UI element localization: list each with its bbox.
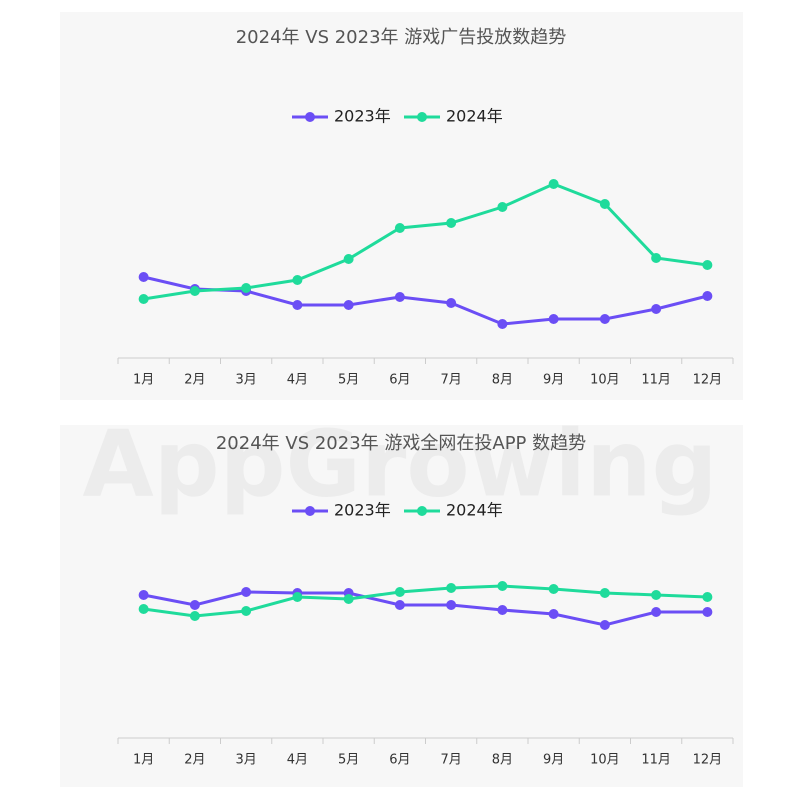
x-tick-label: 9月 — [543, 753, 564, 768]
point — [292, 300, 303, 310]
point — [446, 298, 457, 308]
point — [189, 286, 200, 296]
legend-label: 2024年 — [446, 107, 503, 126]
point — [189, 600, 200, 610]
point — [497, 581, 508, 591]
point — [651, 590, 662, 600]
x-tick-label: 11月 — [641, 373, 671, 388]
x-tick-label: 1月 — [133, 373, 154, 388]
legend-marker — [417, 112, 427, 122]
point — [599, 620, 610, 630]
x-tick-label: 2月 — [184, 373, 205, 388]
point — [702, 607, 713, 617]
legend-label: 2024年 — [446, 501, 503, 520]
series-line — [143, 584, 708, 618]
point — [241, 283, 252, 293]
point — [702, 291, 713, 301]
series-line — [143, 590, 708, 627]
point — [241, 587, 252, 597]
point — [599, 199, 610, 209]
point — [138, 590, 149, 600]
point — [548, 609, 559, 619]
point — [548, 584, 559, 594]
x-tick-label: 3月 — [235, 753, 256, 768]
point — [343, 254, 354, 264]
x-tick-label: 7月 — [440, 753, 461, 768]
point — [599, 588, 610, 598]
point — [138, 272, 149, 282]
x-tick-label: 12月 — [693, 373, 723, 388]
point — [497, 319, 508, 329]
point — [497, 605, 508, 615]
series-line — [143, 182, 708, 301]
point — [446, 218, 457, 228]
point — [702, 260, 713, 270]
x-tick-label: 8月 — [492, 753, 513, 768]
legend-marker — [305, 112, 315, 122]
watermark: AppGrowing — [83, 410, 718, 517]
point — [497, 202, 508, 212]
x-tick-label: 7月 — [440, 373, 461, 388]
x-tick-label: 6月 — [389, 373, 410, 388]
point — [138, 604, 149, 614]
point — [343, 594, 354, 604]
panel — [60, 12, 743, 400]
x-tick-label: 10月 — [590, 373, 620, 388]
point — [446, 583, 457, 593]
point — [394, 223, 405, 233]
x-tick-label: 6月 — [389, 753, 410, 768]
x-tick-label: 5月 — [338, 753, 359, 768]
point — [394, 600, 405, 610]
point — [702, 592, 713, 602]
x-tick-label: 4月 — [287, 373, 308, 388]
legend-label: 2023年 — [334, 501, 391, 520]
point — [651, 607, 662, 617]
point — [241, 606, 252, 616]
x-tick-label: 10月 — [590, 753, 620, 768]
series-line — [143, 275, 708, 326]
point — [548, 314, 559, 324]
chart-title: 2024年 VS 2023年 游戏全网在投APP 数趋势 — [216, 433, 586, 454]
point — [651, 253, 662, 263]
x-tick-label: 12月 — [693, 753, 723, 768]
legend-marker — [417, 506, 427, 516]
x-tick-label: 11月 — [641, 753, 671, 768]
point — [599, 314, 610, 324]
point — [292, 592, 303, 602]
point — [548, 179, 559, 189]
point — [446, 600, 457, 610]
x-tick-label: 9月 — [543, 373, 564, 388]
point — [292, 275, 303, 285]
x-tick-label: 4月 — [287, 753, 308, 768]
x-tick-label: 3月 — [235, 373, 256, 388]
x-tick-label: 5月 — [338, 373, 359, 388]
x-tick-label: 2月 — [184, 753, 205, 768]
point — [651, 304, 662, 314]
point — [138, 294, 149, 304]
x-tick-label: 8月 — [492, 373, 513, 388]
point — [394, 292, 405, 302]
point — [189, 611, 200, 621]
point — [343, 300, 354, 310]
chart-title: 2024年 VS 2023年 游戏广告投放数趋势 — [236, 27, 567, 48]
legend-label: 2023年 — [334, 107, 391, 126]
x-tick-label: 1月 — [133, 753, 154, 768]
legend-marker — [305, 506, 315, 516]
point — [394, 587, 405, 597]
